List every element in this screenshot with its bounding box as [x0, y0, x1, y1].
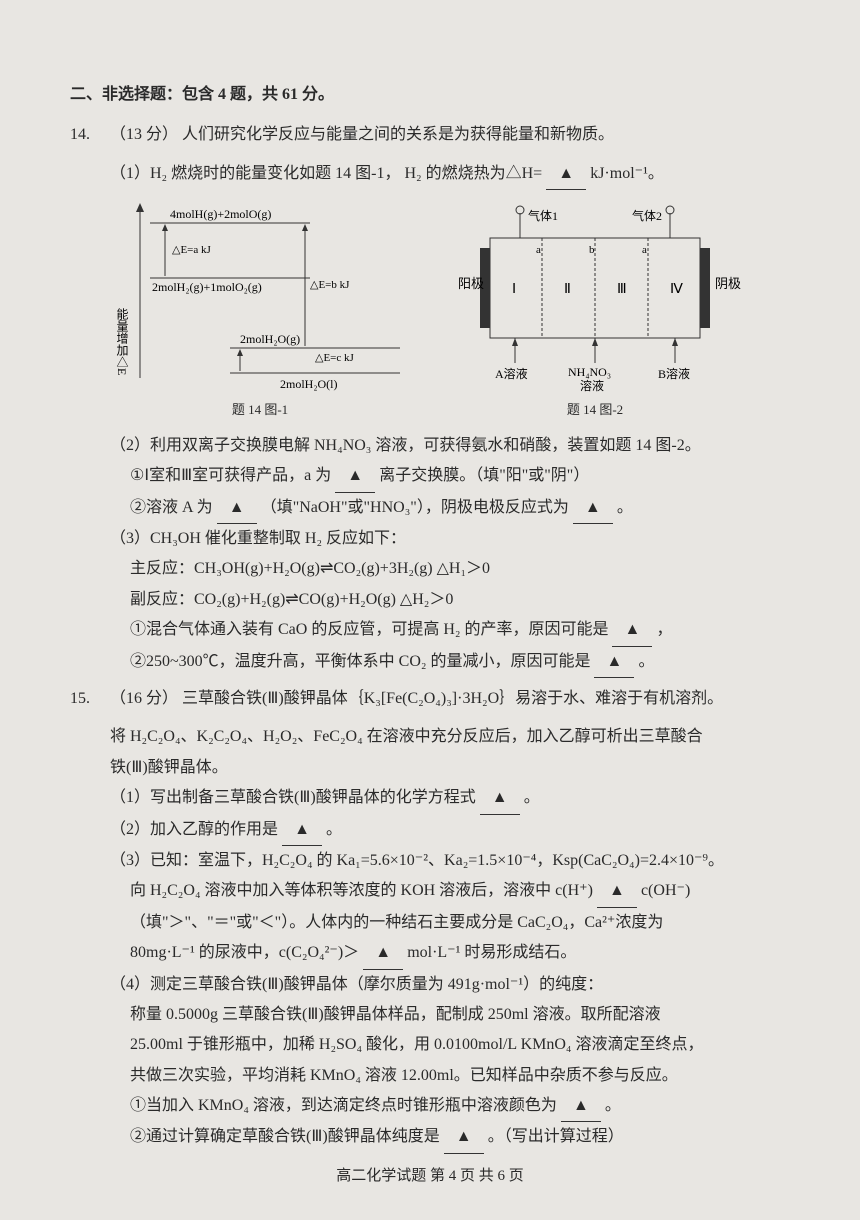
electrolysis-svg: a b a Ⅰ Ⅱ Ⅲ Ⅳ 阳极 阴极 气体1 气体2 A溶液 NH₄NO₃ 溶… [440, 198, 750, 398]
svg-text:A溶液: A溶液 [495, 366, 528, 381]
blank: ▲ [594, 647, 634, 678]
svg-text:Ⅰ: Ⅰ [512, 282, 516, 297]
q14-p2-2: ②溶液 A 为 ▲ （填"NaOH"或"HNO₃"），阴极电极反应式为 ▲ 。 [130, 493, 790, 524]
text: ②通过计算确定草酸合铁(Ⅲ)酸钾晶体纯度是 [130, 1128, 440, 1145]
q15-p1: （1）写出制备三草酸合铁(Ⅲ)酸钾晶体的化学方程式 ▲ 。 [110, 783, 790, 814]
text: （填"NaOH"或"HNO₃"），阴极电极反应式为 [261, 499, 569, 516]
q15-stem2: 将 H₂C₂O₄、K₂C₂O₄、H₂O₂、FeC₂O₄ 在溶液中充分反应后，加入… [110, 722, 790, 752]
svg-text:△E=a kJ: △E=a kJ [172, 244, 212, 256]
q15-stem1: 三草酸合铁(Ⅲ)酸钾晶体｛K₃[Fe(C₂O₄)₃]·3H₂O｝易溶于水、难溶于… [182, 690, 723, 707]
q15-points: （16 分） [110, 690, 178, 707]
blank: ▲ [573, 493, 613, 524]
text: ②溶液 A 为 [130, 499, 213, 516]
q14-p3-side: 副反应：CO₂(g)+H₂(g)⇌CO(g)+H₂O(g) △H₂＞0 [130, 585, 790, 615]
blank: ▲ [335, 461, 375, 492]
blank: ▲ [282, 815, 322, 846]
blank: ▲ [444, 1122, 484, 1153]
svg-text:NH₄NO₃: NH₄NO₃ [568, 365, 611, 379]
q14-part3: （3）CH₃OH 催化重整制取 H₂ 反应如下： [110, 524, 790, 554]
blank: ▲ [561, 1091, 601, 1122]
question-14: 14. （13 分） 人们研究化学反应与能量之间的关系是为获得能量和新物质。 [70, 120, 790, 150]
q15-p3b: 向 H₂C₂O₄ 溶液中加入等体积等浓度的 KOH 溶液后，溶液中 c(H⁺) … [130, 876, 790, 907]
q14-number: 14. [70, 120, 106, 150]
q14-points: （13 分） [110, 126, 178, 143]
text: ①混合气体通入装有 CaO 的反应管，可提高 H₂ 的产率，原因可能是 [130, 621, 608, 638]
text: mol·L⁻¹ 时易形成结石。 [407, 944, 576, 961]
q14-p2-1: ①Ⅰ室和Ⅲ室可获得产品，a 为 ▲ 离子交换膜。（填"阳"或"阴"） [130, 461, 790, 492]
svg-text:△E=b kJ: △E=b kJ [310, 279, 350, 291]
text: 80mg·L⁻¹ 的尿液中，c(C₂O₄²⁻)＞ [130, 944, 359, 961]
svg-text:Ⅲ: Ⅲ [617, 282, 627, 297]
q15-number: 15. [70, 684, 106, 714]
page-footer: 高二化学试题 第 4 页 共 6 页 [0, 1162, 860, 1191]
text: 。（写出计算过程） [488, 1128, 624, 1145]
svg-text:阳极: 阳极 [458, 276, 484, 291]
q15-p4-1: ①当加入 KMnO₄ 溶液，到达滴定终点时锥形瓶中溶液颜色为 ▲ 。 [130, 1091, 790, 1122]
fig2-caption: 题 14 图-2 [440, 398, 750, 423]
svg-text:2molH₂(g)+1molO₂(g): 2molH₂(g)+1molO₂(g) [152, 280, 262, 294]
q14-p1-text: （1）H₂ 燃烧时的能量变化如题 14 图-1， H₂ 的燃烧热为△H= [110, 165, 542, 182]
svg-text:△E=c kJ: △E=c kJ [315, 352, 355, 364]
svg-text:能量增加△E: 能量增加△E [115, 308, 129, 376]
question-15: 15. （16 分） 三草酸合铁(Ⅲ)酸钾晶体｛K₃[Fe(C₂O₄)₃]·3H… [70, 684, 790, 714]
text: 。 [524, 789, 540, 806]
section-title: 二、非选择题：包含 4 题，共 61 分。 [70, 80, 790, 110]
q15-p4: （4）测定三草酸合铁(Ⅲ)酸钾晶体（摩尔质量为 491g·mol⁻¹）的纯度： [110, 970, 790, 1000]
q14-p3-2: ②250~300℃，温度升高，平衡体系中 CO₂ 的量减小，原因可能是 ▲ 。 [130, 647, 790, 678]
text: ②250~300℃，温度升高，平衡体系中 CO₂ 的量减小，原因可能是 [130, 653, 590, 670]
svg-text:2molH₂O(l): 2molH₂O(l) [280, 377, 338, 391]
q15-stem3: 铁(Ⅲ)酸钾晶体。 [110, 753, 790, 783]
text: ①Ⅰ室和Ⅲ室可获得产品，a 为 [130, 467, 331, 484]
text: 离子交换膜。（填"阳"或"阴"） [379, 467, 589, 484]
text: 向 H₂C₂O₄ 溶液中加入等体积等浓度的 KOH 溶液后，溶液中 c(H⁺) [130, 882, 593, 899]
svg-text:气体1: 气体1 [528, 208, 558, 223]
energy-diagram-svg: 能量增加△E 4molH(g)+2molO(g) 2molH₂(g)+1molO… [110, 198, 410, 398]
svg-text:B溶液: B溶液 [658, 366, 690, 381]
svg-text:a: a [536, 244, 541, 256]
q14-stem: 人们研究化学反应与能量之间的关系是为获得能量和新物质。 [182, 126, 614, 143]
q15-p3d: 80mg·L⁻¹ 的尿液中，c(C₂O₄²⁻)＞ ▲ mol·L⁻¹ 时易形成结… [130, 938, 790, 969]
text: 。 [617, 499, 633, 516]
svg-text:2molH₂O(g): 2molH₂O(g) [240, 332, 300, 346]
text: ①当加入 KMnO₄ 溶液，到达滴定终点时锥形瓶中溶液颜色为 [130, 1097, 557, 1114]
blank: ▲ [217, 493, 257, 524]
q15-p4a: 称量 0.5000g 三草酸合铁(Ⅲ)酸钾晶体样品，配制成 250ml 溶液。取… [130, 1000, 790, 1030]
blank-tri: ▲ [546, 159, 586, 190]
text: 。 [326, 821, 342, 838]
text: ， [656, 621, 672, 638]
blank: ▲ [480, 783, 520, 814]
svg-text:a: a [642, 244, 647, 256]
q14-part1: （1）H₂ 燃烧时的能量变化如题 14 图-1， H₂ 的燃烧热为△H= ▲ k… [110, 159, 790, 190]
q14-p3-main: 主反应：CH₃OH(g)+H₂O(g)⇌CO₂(g)+3H₂(g) △H₁＞0 [130, 554, 790, 584]
svg-text:Ⅳ: Ⅳ [670, 282, 683, 297]
q15-p2: （2）加入乙醇的作用是 ▲ 。 [110, 815, 790, 846]
svg-text:阴极: 阴极 [715, 276, 741, 291]
q14-p1-unit: kJ·mol⁻¹。 [590, 165, 664, 182]
q14-part2: （2）利用双离子交换膜电解 NH₄NO₃ 溶液，可获得氨水和硝酸，装置如题 14… [110, 431, 790, 461]
q15-p3a: （3）已知：室温下，H₂C₂O₄ 的 Ka₁=5.6×10⁻²、Ka₂=1.5×… [110, 846, 790, 876]
q14-p3-1: ①混合气体通入装有 CaO 的反应管，可提高 H₂ 的产率，原因可能是 ▲ ， [130, 615, 790, 646]
q15-p4b: 25.00ml 于锥形瓶中，加稀 H₂SO₄ 酸化，用 0.0100mol/L … [130, 1030, 790, 1060]
svg-text:b: b [589, 244, 595, 256]
svg-text:Ⅱ: Ⅱ [564, 282, 571, 297]
blank: ▲ [363, 938, 403, 969]
text: c(OH⁻) [641, 882, 690, 899]
svg-text:气体2: 气体2 [632, 208, 662, 223]
text: （1）写出制备三草酸合铁(Ⅲ)酸钾晶体的化学方程式 [110, 789, 476, 806]
figure-14-2: a b a Ⅰ Ⅱ Ⅲ Ⅳ 阳极 阴极 气体1 气体2 A溶液 NH₄NO₃ 溶… [440, 198, 750, 423]
text: （2）加入乙醇的作用是 [110, 821, 278, 838]
q15-p3c: （填"＞"、"＝"或"＜"）。人体内的一种结石主要成分是 CaC₂O₄，Ca²⁺… [130, 908, 790, 938]
figure-14-1: 能量增加△E 4molH(g)+2molO(g) 2molH₂(g)+1molO… [110, 198, 410, 423]
blank: ▲ [612, 615, 652, 646]
fig1-caption: 题 14 图-1 [110, 398, 410, 423]
svg-text:溶液: 溶液 [580, 378, 604, 393]
figures-row: 能量增加△E 4molH(g)+2molO(g) 2molH₂(g)+1molO… [110, 198, 790, 423]
q15-p4c: 共做三次实验，平均消耗 KMnO₄ 溶液 12.00ml。已知样品中杂质不参与反… [130, 1061, 790, 1091]
text: 。 [605, 1097, 621, 1114]
q15-p4-2: ②通过计算确定草酸合铁(Ⅲ)酸钾晶体纯度是 ▲ 。（写出计算过程） [130, 1122, 790, 1153]
blank: ▲ [597, 876, 637, 907]
text: 。 [638, 653, 654, 670]
svg-text:4molH(g)+2molO(g): 4molH(g)+2molO(g) [170, 207, 271, 221]
